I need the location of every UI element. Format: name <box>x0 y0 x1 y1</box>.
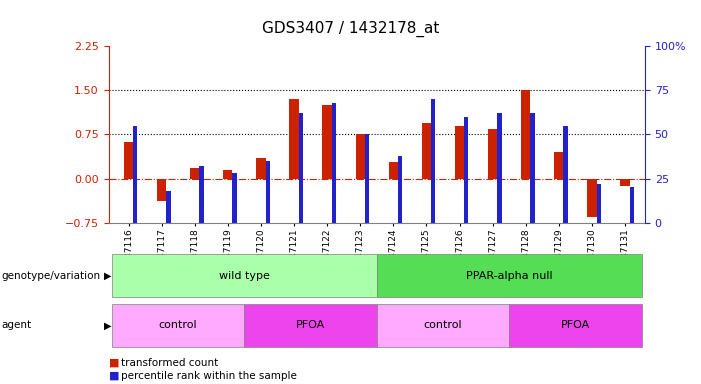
Bar <box>377 304 509 347</box>
Text: ▶: ▶ <box>104 320 111 331</box>
Bar <box>597 184 601 223</box>
Bar <box>266 161 270 223</box>
Bar <box>464 117 468 223</box>
Bar <box>521 90 531 179</box>
Bar <box>332 103 336 223</box>
Text: ▶: ▶ <box>104 270 111 281</box>
Bar <box>112 254 377 297</box>
Bar <box>431 99 435 223</box>
Text: agent: agent <box>1 320 32 331</box>
Bar <box>290 99 299 179</box>
Bar <box>157 179 166 201</box>
Bar <box>422 122 431 179</box>
Bar <box>233 173 237 223</box>
Bar <box>322 105 332 179</box>
Bar <box>355 134 365 179</box>
Text: transformed count: transformed count <box>121 358 218 368</box>
Bar <box>377 254 641 297</box>
Bar <box>166 191 170 223</box>
Bar <box>629 187 634 223</box>
Bar <box>389 162 398 179</box>
Bar <box>554 152 564 179</box>
Text: control: control <box>423 320 462 331</box>
Text: percentile rank within the sample: percentile rank within the sample <box>121 371 297 381</box>
Bar <box>531 113 535 223</box>
Bar <box>488 129 497 179</box>
Text: wild type: wild type <box>219 270 270 281</box>
Text: PFOA: PFOA <box>561 320 590 331</box>
Bar <box>497 113 502 223</box>
Bar <box>620 179 629 185</box>
Bar <box>398 156 402 223</box>
Bar <box>365 134 369 223</box>
Bar <box>455 126 464 179</box>
Bar <box>299 113 303 223</box>
Text: PPAR-alpha null: PPAR-alpha null <box>466 270 552 281</box>
Bar <box>133 126 137 223</box>
Bar <box>564 126 568 223</box>
Text: ■: ■ <box>109 371 119 381</box>
Text: ■: ■ <box>109 358 119 368</box>
Bar <box>190 168 199 179</box>
Bar <box>112 304 245 347</box>
Bar <box>223 170 233 179</box>
Text: control: control <box>159 320 198 331</box>
Bar <box>587 179 597 217</box>
Text: PFOA: PFOA <box>296 320 325 331</box>
Bar <box>509 304 641 347</box>
Bar <box>245 304 377 347</box>
Bar <box>199 166 204 223</box>
Text: genotype/variation: genotype/variation <box>1 270 100 281</box>
Bar <box>257 158 266 179</box>
Bar <box>124 142 133 179</box>
Text: GDS3407 / 1432178_at: GDS3407 / 1432178_at <box>261 21 440 37</box>
